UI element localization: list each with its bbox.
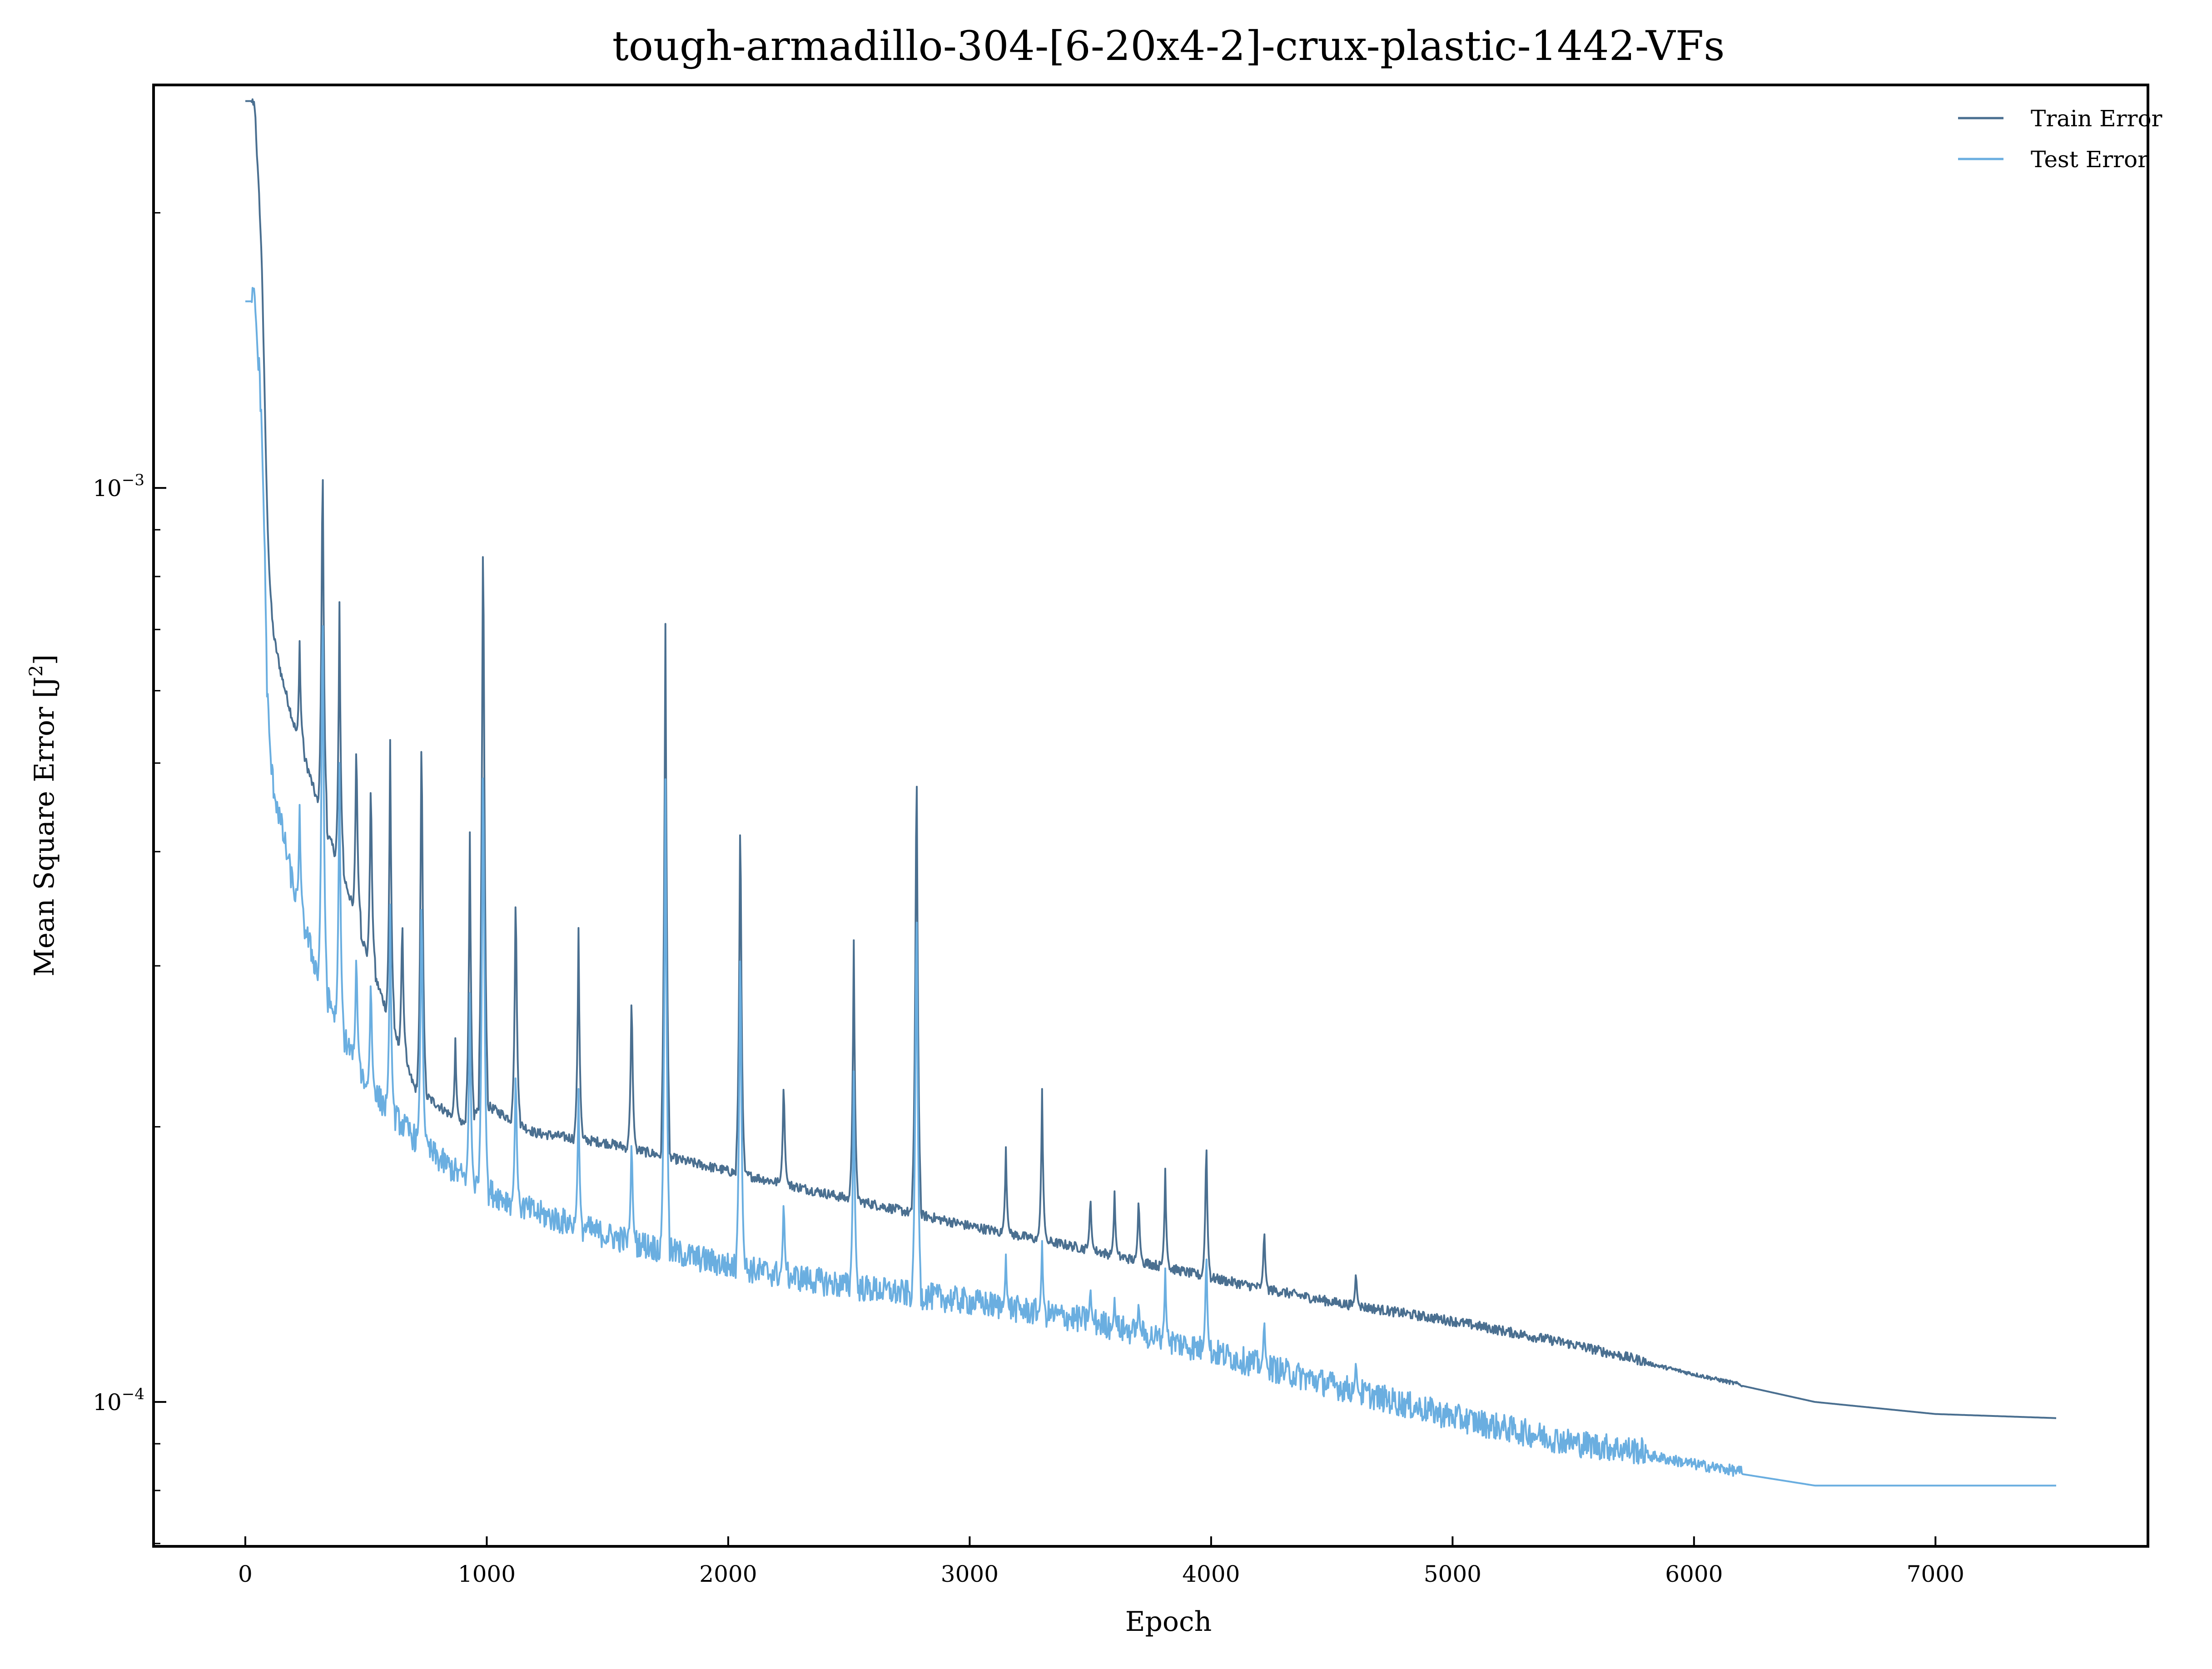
x-tick-label: 3000 [941,1561,999,1587]
y-tick-label: 10−4 [93,1385,144,1416]
x-tick-label: 1000 [458,1561,516,1587]
x-tick-label: 7000 [1907,1561,1964,1587]
y-axis: 10−3 10−4 [93,212,166,1545]
y-axis-label-close: ] [29,655,60,665]
x-tick-label: 2000 [699,1561,757,1587]
legend-label-test: Test Error [2031,146,2148,173]
train-error-line [245,98,2057,1419]
chart-title: tough-armadillo-304-[6-20x4-2]-crux-plas… [612,22,1725,70]
x-tick-label: 0 [238,1561,253,1587]
y-axis-label-main: Mean Square Error [J [29,676,60,976]
legend-label-train: Train Error [2031,105,2162,132]
plot-frame [152,84,2149,1548]
x-tick-label: 4000 [1182,1561,1240,1587]
test-error-line [245,287,2057,1487]
x-tick-label: 6000 [1665,1561,1723,1587]
y-axis-label-superscript: 2 [26,665,47,676]
x-axis: 0 1000 2000 3000 4000 5000 6000 7000 [238,1536,1964,1587]
y-axis-label: Mean Square Error [J2] [26,655,60,977]
y-tick-label: 10−3 [93,471,144,502]
series-layer [245,98,2057,1487]
x-axis-label: Epoch [1125,1606,1212,1638]
legend: Train Error Test Error [1958,105,2162,173]
x-tick-label: 5000 [1424,1561,1481,1587]
